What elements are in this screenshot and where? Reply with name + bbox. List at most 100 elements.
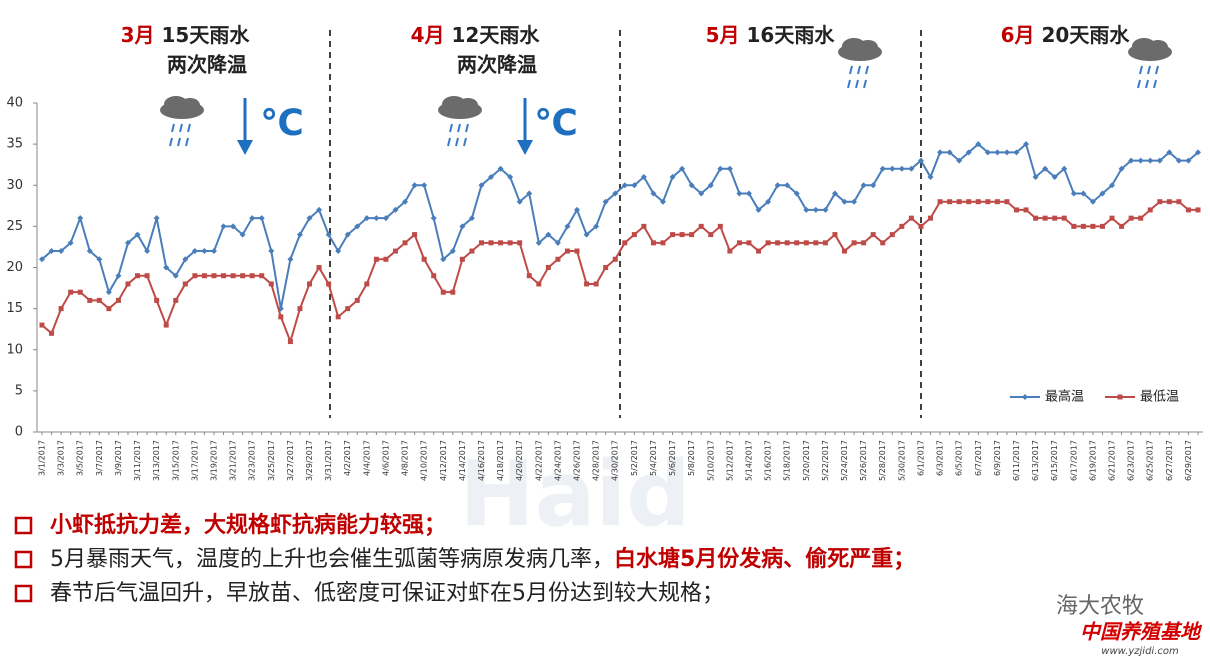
marker (870, 232, 876, 238)
marker (230, 273, 236, 279)
marker (612, 190, 619, 197)
y-tick-label: 30 (6, 178, 23, 193)
marker (985, 199, 991, 205)
note: 5月暴雨天气，温度的上升也会催生弧菌等病原发病几率，白水塘5月份发病、偷死严重； (50, 546, 915, 572)
marker (631, 232, 637, 238)
legend-label: 最高温 (1045, 389, 1084, 405)
marker (689, 232, 695, 238)
site: 中国养殖基地 (1080, 620, 1203, 644)
note-run: 5月暴雨天气，温度的上升也会催生弧菌等病原发病几率， (50, 547, 614, 572)
marker (383, 256, 389, 262)
marker (688, 182, 695, 189)
rain (855, 79, 859, 89)
marker (153, 215, 160, 222)
marker (306, 215, 313, 222)
marker (354, 223, 361, 230)
marker (612, 256, 618, 262)
rain (177, 137, 181, 147)
period-space (1035, 23, 1042, 47)
marker (87, 297, 93, 303)
x-tick-label: 5/16/2017 (764, 440, 773, 481)
watermark-logo: Haid (459, 442, 690, 547)
x-tick-label: 6/11/2017 (1012, 440, 1021, 481)
cloud (858, 40, 878, 54)
marker (440, 289, 446, 295)
marker (210, 248, 217, 255)
marker (105, 289, 112, 296)
marker (889, 165, 896, 172)
x-tick-label: 4/28/2017 (592, 440, 601, 481)
x-tick-label: 6/15/2017 (1050, 440, 1059, 481)
marker (803, 206, 810, 213)
marker (956, 157, 963, 164)
marker (468, 215, 475, 222)
bullet (14, 516, 33, 535)
marker (1185, 157, 1192, 164)
marker (201, 273, 207, 279)
marker (1052, 215, 1058, 221)
marker (1071, 223, 1077, 229)
marker (1023, 207, 1029, 213)
marker (326, 281, 332, 287)
marker (708, 232, 714, 238)
marker (965, 149, 972, 156)
marker (258, 215, 265, 222)
marker (1195, 149, 1201, 156)
marker (726, 165, 733, 172)
marker (402, 240, 408, 246)
x-tick-label: 4/30/2017 (611, 440, 620, 481)
rain (447, 137, 451, 147)
y-tick-label: 25 (6, 219, 23, 234)
marker (154, 297, 160, 303)
x-tick-label: 6/9/2017 (993, 440, 1002, 476)
marker (373, 215, 380, 222)
marker (459, 256, 465, 262)
marker (1061, 215, 1067, 221)
marker (545, 231, 552, 238)
period-month: 5月 (706, 23, 740, 47)
marker (564, 223, 571, 230)
marker (1176, 199, 1182, 205)
marker (58, 306, 64, 312)
marker (1137, 157, 1144, 164)
marker (1032, 174, 1039, 181)
marker (488, 240, 494, 246)
rain (179, 123, 183, 133)
marker (640, 174, 647, 181)
marker (879, 165, 886, 172)
marker (756, 248, 762, 254)
cloud (180, 98, 200, 112)
marker (660, 240, 666, 246)
period-header: 6月 20天雨水 (1001, 23, 1131, 47)
x-tick-label: 3/23/2017 (248, 440, 257, 481)
marker (1090, 223, 1096, 229)
marker (192, 273, 198, 279)
marker (603, 265, 609, 270)
marker (670, 232, 676, 238)
y-tick-label: 10 (6, 342, 23, 357)
marker (497, 165, 504, 172)
marker (124, 239, 131, 246)
bullet (14, 550, 33, 569)
rain (1155, 65, 1159, 75)
marker (1156, 157, 1163, 164)
marker (641, 223, 647, 229)
marker (182, 256, 189, 263)
marker (1185, 207, 1191, 213)
marker (516, 198, 523, 205)
x-tick-label: 6/29/2017 (1184, 440, 1193, 481)
marker (335, 248, 342, 255)
marker (822, 240, 828, 246)
marker (278, 314, 284, 320)
weather-icons (160, 38, 1172, 155)
x-tick-label: 4/20/2017 (515, 440, 524, 481)
x-tick-label: 4/16/2017 (477, 440, 486, 481)
marker (583, 231, 590, 238)
marker (994, 199, 1000, 205)
marker (421, 256, 427, 262)
x-tick-label: 4/14/2017 (458, 440, 467, 481)
marker (125, 281, 131, 287)
marker (870, 182, 877, 189)
arrow-head (517, 140, 533, 155)
marker (96, 297, 102, 303)
